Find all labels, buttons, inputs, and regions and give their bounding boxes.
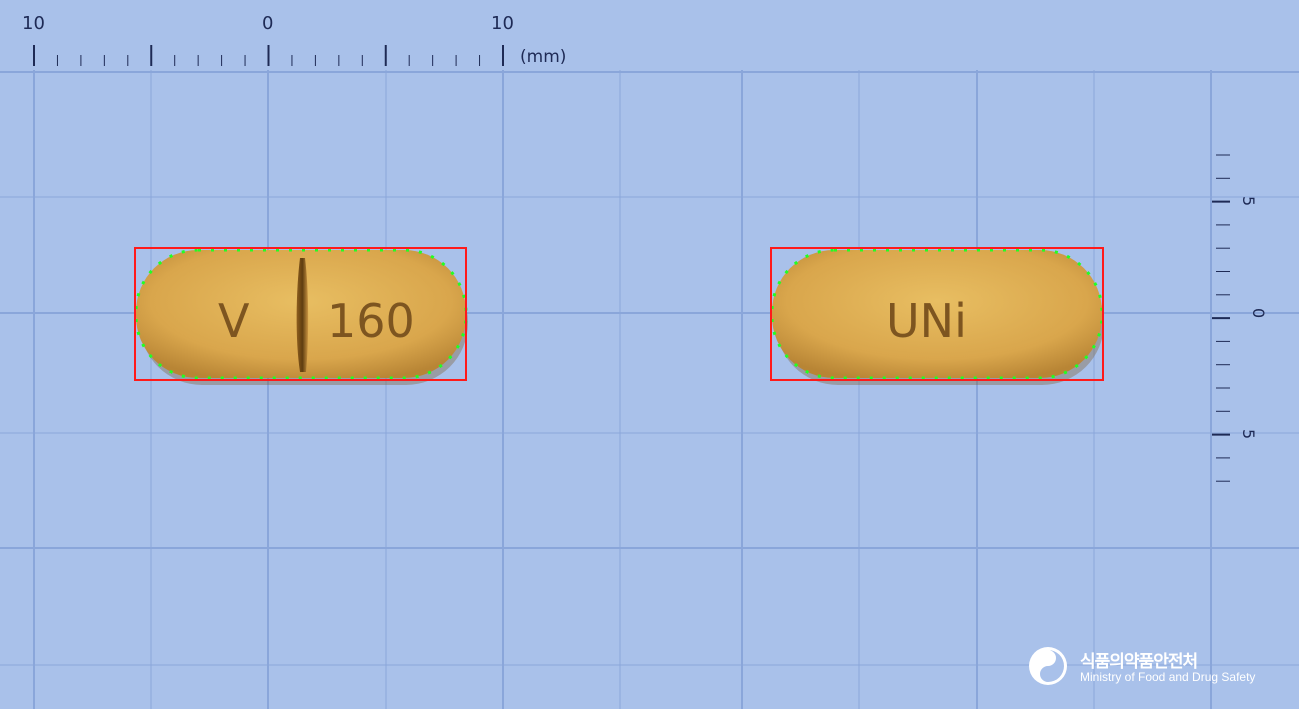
- tablet-back-outline: [770, 248, 1104, 380]
- logo-korean-text: 식품의약품안전처: [1080, 652, 1198, 672]
- side-ruler: 5 0 5: [1212, 154, 1268, 482]
- tablet-front: V 160: [134, 247, 468, 385]
- side-label-zero: 0: [1249, 308, 1268, 318]
- imprint-back: UNi: [886, 294, 967, 348]
- top-ruler: 10 0 10 (mm): [22, 13, 566, 67]
- top-ruler-ticks: [33, 45, 504, 66]
- tablet-back-body: [772, 250, 1102, 378]
- ruler-label-zero: 0: [262, 13, 273, 34]
- mfds-emblem-icon: [1029, 647, 1067, 685]
- logo-english-text: Ministry of Food and Drug Safety: [1080, 670, 1256, 684]
- tablet-back: UNi: [770, 247, 1104, 385]
- ruler-unit: (mm): [520, 47, 566, 67]
- imprint-left: V: [218, 294, 250, 348]
- ruler-label-right: 10: [491, 13, 514, 34]
- tablet-front-outline: [134, 248, 468, 380]
- tablet-back-box: [770, 247, 1104, 381]
- imprint-right: 160: [327, 294, 415, 348]
- side-label-lower: 5: [1239, 429, 1258, 439]
- tablet-front-box: [134, 247, 467, 381]
- mfds-logo: 식품의약품안전처 Ministry of Food and Drug Safet…: [1028, 644, 1288, 694]
- side-label-upper: 5: [1239, 196, 1258, 206]
- background-grid: [0, 70, 1299, 709]
- side-ruler-ticks: [1212, 154, 1230, 482]
- tablet-score-line: [296, 258, 309, 372]
- ruler-label-left: 10: [22, 13, 45, 34]
